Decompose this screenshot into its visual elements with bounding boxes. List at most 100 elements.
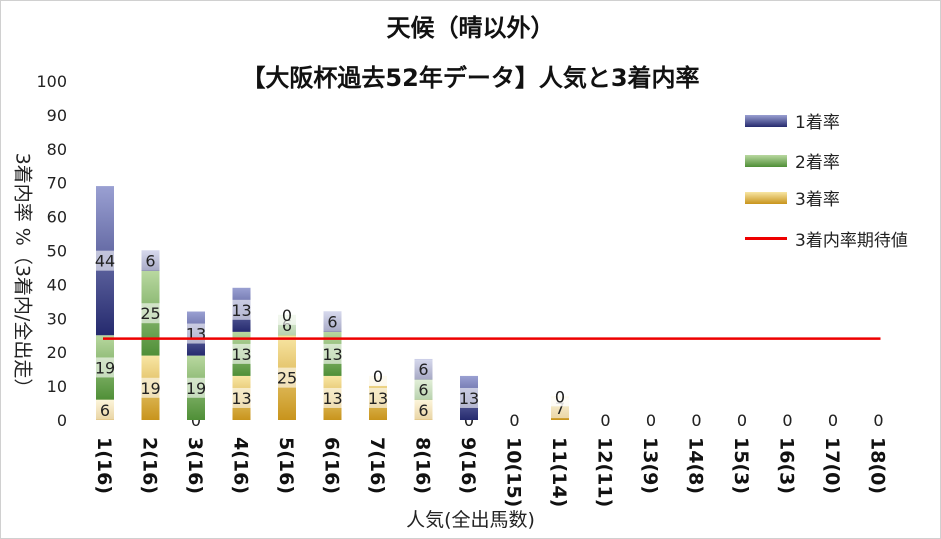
data-label-second: 13 (322, 345, 342, 364)
x-tick-label: 9(16) (457, 437, 479, 494)
data-label-bg (866, 410, 891, 430)
y-tick-label: 90 (47, 106, 67, 125)
data-label-bg (229, 343, 254, 364)
legend-item-third: 3着率 (745, 185, 840, 210)
data-label-second: 6 (282, 316, 292, 335)
legend-label-expected: 3着内率期待値 (795, 231, 908, 251)
chart-subtitle: 【大阪杯過去52年データ】人気と3着内率 (241, 64, 700, 92)
y-tick-label: 10 (47, 377, 67, 396)
data-label-bg (457, 387, 481, 408)
data-label-win: 0 (782, 411, 792, 430)
data-label-bg (775, 410, 800, 430)
data-label-bg (229, 299, 254, 320)
legend-label-third: 3着率 (795, 190, 840, 210)
data-label-bg (93, 250, 117, 271)
data-label-bg (548, 386, 572, 407)
y-tick-label: 0 (57, 411, 67, 430)
data-label-third: 13 (231, 389, 251, 408)
data-label-win: 0 (691, 411, 701, 430)
x-tick-label: 14(8) (685, 437, 707, 494)
x-tick-label: 15(3) (730, 437, 752, 494)
x-tick-label: 10(15) (503, 437, 525, 507)
data-label-win: 0 (737, 411, 747, 430)
y-tick-label: 50 (47, 242, 67, 261)
y-tick-label: 80 (47, 140, 67, 159)
data-label-bg (821, 410, 845, 430)
x-tick-label: 6(16) (321, 437, 343, 494)
x-tick-label: 7(16) (366, 437, 388, 494)
x-tick-label: 13(9) (639, 437, 661, 494)
x-tick-label: 4(16) (230, 437, 252, 494)
legend-label-win: 1着率 (795, 113, 840, 133)
data-label-win: 0 (828, 411, 838, 430)
data-label-bg (502, 410, 527, 430)
legend-swatch-win (745, 114, 787, 127)
data-label-bg (411, 399, 436, 420)
data-label-second: 19 (95, 358, 115, 377)
x-tick-label: 12(11) (594, 437, 616, 507)
x-tick-label: 3(16) (184, 437, 206, 494)
data-label-bg (184, 377, 208, 398)
data-label-win: 13 (459, 389, 479, 408)
legend-item-second: 2着率 (745, 148, 840, 173)
chart-title: 天候（晴以外） (386, 14, 555, 42)
data-label-third: 6 (100, 401, 110, 420)
data-label-win: 13 (186, 325, 206, 344)
data-label-bg (320, 311, 345, 332)
legend-item-expected: 3着内率期待値 (745, 226, 908, 251)
x-tick-label: 8(16) (412, 437, 434, 494)
data-label-bg (229, 387, 254, 408)
data-label-win: 0 (600, 411, 610, 430)
data-label-win: 6 (327, 313, 337, 332)
legend-swatch-third (745, 191, 787, 204)
data-label-win: 13 (231, 301, 251, 320)
legend-label-second: 2着率 (795, 153, 840, 173)
x-tick-label: 16(3) (776, 437, 798, 494)
data-label-second: 13 (231, 345, 251, 364)
legend-swatch-expected (745, 237, 787, 240)
data-label-bg (593, 410, 618, 430)
data-label-third: 13 (322, 389, 342, 408)
data-label-bg (320, 343, 345, 364)
data-label-bg (411, 359, 436, 380)
data-label-third: 6 (418, 401, 428, 420)
data-label-win: 0 (373, 367, 383, 386)
x-axis-label: 人気(全出馬数) (406, 509, 535, 531)
legend-swatch-second (745, 154, 787, 167)
data-label-bg (138, 377, 163, 398)
x-tick-label: 18(0) (867, 437, 889, 494)
y-tick-label: 100 (36, 72, 67, 91)
data-label-win: 0 (873, 411, 883, 430)
data-label-win: 0 (555, 387, 565, 406)
data-label-bg (366, 365, 390, 386)
legend-item-win: 1着率 (745, 108, 840, 133)
x-tick-label: 1(16) (93, 437, 115, 494)
data-label-bg (366, 387, 390, 408)
x-tick-label: 5(16) (275, 437, 297, 494)
data-label-win: 0 (646, 411, 656, 430)
data-label-bg (320, 387, 345, 408)
y-tick-label: 20 (47, 343, 67, 362)
data-label-third: 25 (277, 369, 297, 388)
x-tick-label: 11(14) (548, 437, 570, 507)
data-label-bg (275, 367, 299, 388)
data-label-bg (138, 250, 163, 271)
data-label-third: 7 (555, 399, 565, 418)
data-label-bg (138, 303, 163, 324)
data-label-second: 25 (140, 304, 160, 323)
y-tick-label: 30 (47, 309, 67, 328)
data-label-win: 0 (509, 411, 519, 430)
data-label-bg (684, 410, 709, 430)
x-tick-label: 17(0) (821, 437, 843, 494)
data-label-win: 6 (418, 360, 428, 379)
data-label-third: 0 (191, 411, 201, 430)
x-tick-label: 2(16) (139, 437, 161, 494)
data-label-win: 44 (95, 252, 115, 271)
data-label-third: 13 (368, 389, 388, 408)
data-label-bg (275, 304, 299, 325)
y-tick-label: 60 (47, 208, 67, 227)
data-label-second: 6 (418, 380, 428, 399)
data-label-win: 0 (282, 306, 292, 325)
data-label-second: 19 (186, 379, 206, 398)
